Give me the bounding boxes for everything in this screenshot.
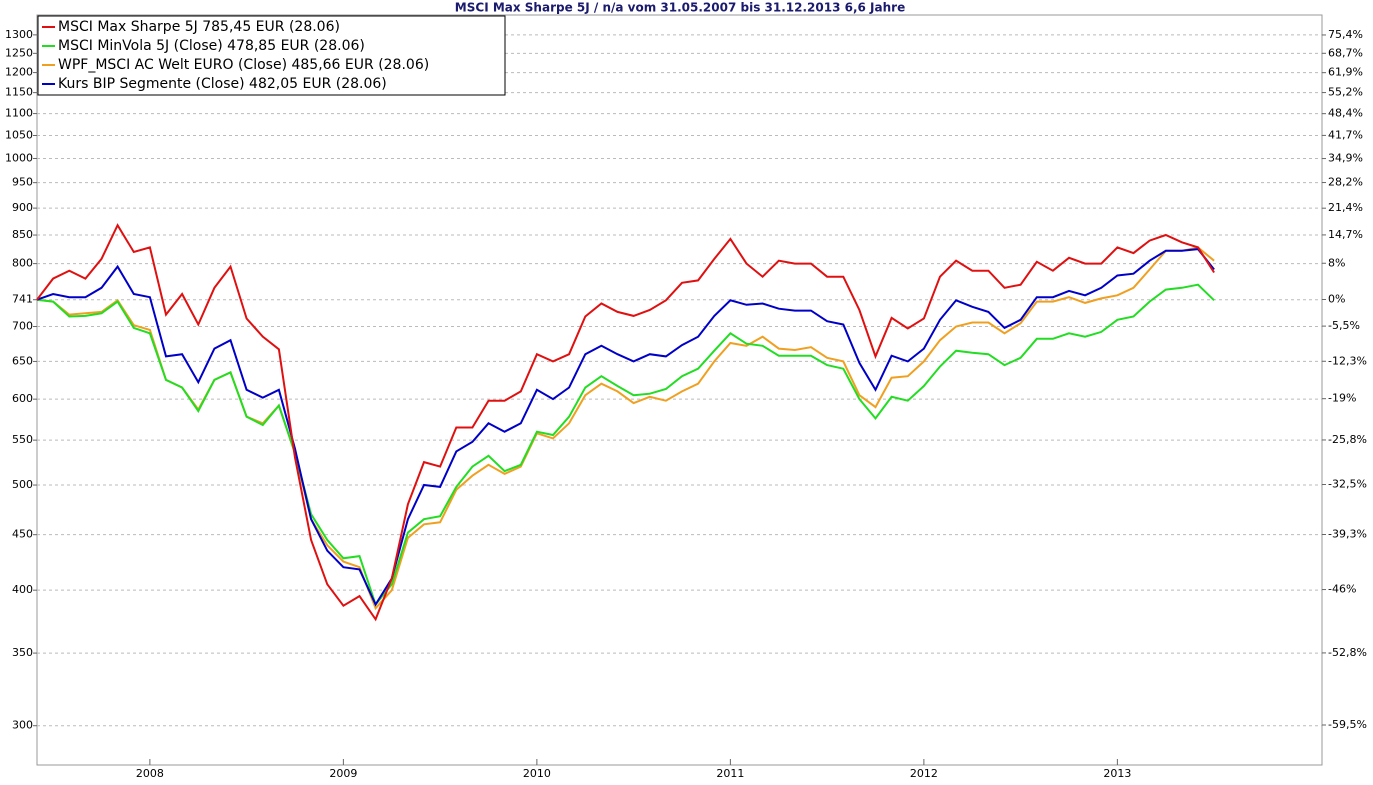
y-tick-label: 450	[12, 528, 33, 541]
plot-area	[36, 14, 1323, 766]
y-tick-label: 900	[12, 201, 33, 214]
x-tick-label: 2012	[910, 767, 938, 780]
y2-tick-label: 48,4%	[1328, 107, 1363, 120]
y2-tick-label: 75,4%	[1328, 28, 1363, 41]
y-tick-label: 1200	[5, 66, 33, 79]
y-tick-label: 1300	[5, 28, 33, 41]
y2-tick-label: -12,3%	[1328, 354, 1367, 367]
y-tick-label: 1100	[5, 107, 33, 120]
y2-tick-label: 68,7%	[1328, 46, 1363, 59]
y2-tick-label: -52,8%	[1328, 646, 1367, 659]
legend-label: MSCI MinVola 5J (Close) 478,85 EUR (28.0…	[58, 38, 365, 54]
y-tick-label: 1250	[5, 46, 33, 59]
legend-box	[37, 15, 506, 96]
y-tick-label: 500	[12, 478, 33, 491]
y2-tick-label: -39,3%	[1328, 528, 1367, 541]
y2-tick-label: -25,8%	[1328, 433, 1367, 446]
y2-tick-label: -59,5%	[1328, 718, 1367, 731]
y2-tick-label: 28,2%	[1328, 176, 1363, 189]
y-tick-label: 1050	[5, 128, 33, 141]
series-line	[36, 283, 1215, 607]
y2-tick-label: 14,7%	[1328, 228, 1363, 241]
lines	[36, 223, 1215, 622]
series-line	[36, 248, 1215, 607]
y-tick-label: 400	[12, 583, 33, 596]
x-tick-label: 2010	[523, 767, 551, 780]
x-tick-label: 2009	[329, 767, 357, 780]
y-tick-label: 850	[12, 228, 33, 241]
y2-tick-label: -19%	[1328, 392, 1356, 405]
y2-tick-label: 8%	[1328, 256, 1345, 269]
y-tick-label: 650	[12, 354, 33, 367]
y2-tick-label: 55,2%	[1328, 86, 1363, 99]
y-tick-label: 550	[12, 433, 33, 446]
y-tick-label: 1000	[5, 151, 33, 164]
x-tick-label: 2013	[1103, 767, 1131, 780]
y-tick-label: 600	[12, 392, 33, 405]
y2-tick-label: 41,7%	[1328, 128, 1363, 141]
y-tick-label: 741	[12, 293, 33, 306]
legend: MSCI Max Sharpe 5J 785,45 EUR (28.06) MSC…	[37, 15, 506, 96]
y2-tick-label: 21,4%	[1328, 201, 1363, 214]
legend-label: WPF_MSCI AC Welt EURO (Close) 485,66 EUR…	[58, 57, 429, 73]
y2-tick-label: 0%	[1328, 292, 1345, 305]
legend-label: Kurs BIP Segmente (Close) 482,05 EUR (28…	[58, 76, 387, 92]
y-tick-label: 1150	[5, 86, 33, 99]
y2-tick-label: 61,9%	[1328, 66, 1363, 79]
y-tick-label: 350	[12, 646, 33, 659]
y-tick-label: 300	[12, 719, 33, 732]
chart-title: MSCI Max Sharpe 5J / n/a vom 31.05.2007 …	[455, 1, 905, 15]
grid: 1300 1250 1200 1150 1100 1050 1000 950 900 850 800…	[5, 28, 1367, 780]
y2-tick-label: -5,5%	[1328, 319, 1360, 332]
x-tick-label: 2011	[716, 767, 744, 780]
x-tick-label: 2008	[136, 767, 164, 780]
y-tick-label: 950	[12, 176, 33, 189]
y2-tick-label: 34,9%	[1328, 152, 1363, 165]
y-tick-label: 700	[12, 320, 33, 333]
series-line	[36, 223, 1215, 622]
y-tick-label: 800	[12, 257, 33, 270]
y2-tick-label: -46%	[1328, 583, 1356, 596]
legend-label: MSCI Max Sharpe 5J 785,45 EUR (28.06)	[58, 19, 340, 35]
y2-tick-label: -32,5%	[1328, 478, 1367, 491]
